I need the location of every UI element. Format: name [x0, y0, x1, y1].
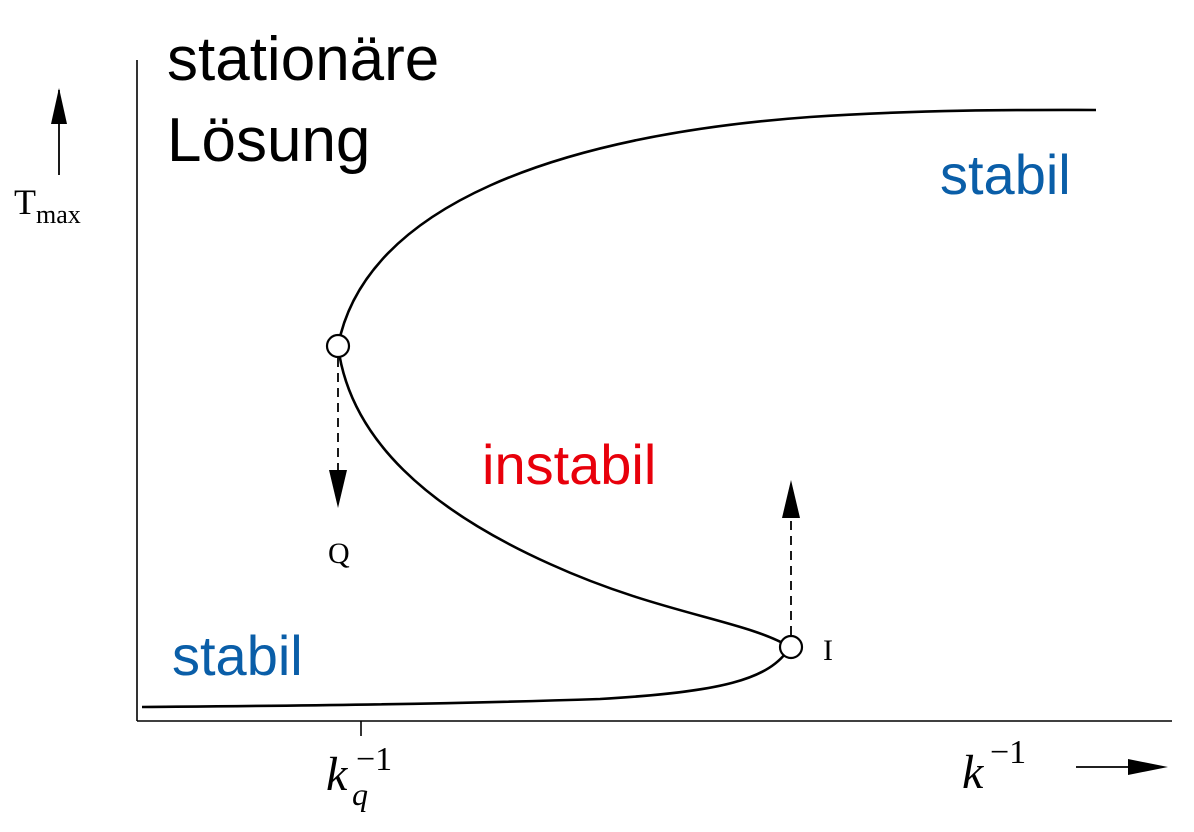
x-axis-label: k −1 — [962, 734, 1026, 799]
quench-jump-arrowhead — [329, 470, 347, 508]
x-axis-label-minus-one-superscript: −1 — [990, 734, 1026, 771]
x-tick-minus-one-superscript: −1 — [356, 741, 392, 778]
solution-curve-middle-branch — [336, 345, 791, 649]
solution-curve-upper-branch — [336, 108, 1097, 347]
y-axis-arrowhead — [51, 88, 67, 124]
quench-point-label: Q — [328, 537, 350, 570]
x-axis-label-k: k — [962, 746, 985, 799]
y-axis-label: Tmax — [14, 182, 81, 229]
ignition-point-label: I — [823, 634, 833, 667]
ignition-turning-point — [778, 634, 804, 660]
ignition-jump-arrowhead — [782, 480, 800, 518]
x-tick-q-subscript: q — [352, 776, 368, 812]
title-line-2: Lösung — [167, 106, 370, 175]
upper-branch-stability-label: stabil — [940, 143, 1071, 206]
x-tick-k: k — [326, 748, 349, 801]
title-line-1: stationäre — [167, 25, 439, 94]
solution-curve-lower-branch — [141, 646, 792, 709]
y-axis-label-subscript: max — [36, 200, 81, 229]
x-axis-arrowhead — [1128, 759, 1168, 775]
middle-branch-stability-label: instabil — [482, 433, 656, 496]
y-axis-label-main: T — [14, 182, 36, 222]
lower-branch-stability-label: stabil — [172, 624, 303, 687]
x-axis-tick-label-kq: k q −1 — [326, 741, 392, 812]
quench-turning-point — [325, 333, 351, 359]
